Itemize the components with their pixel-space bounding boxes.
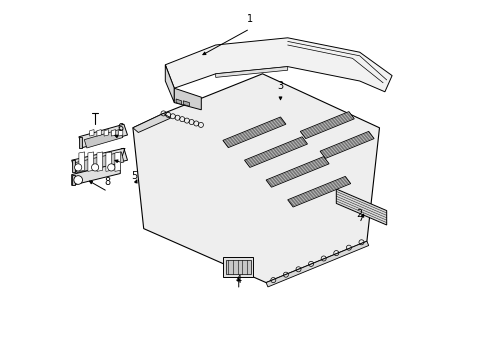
Polygon shape	[111, 130, 115, 136]
Polygon shape	[106, 152, 111, 171]
Polygon shape	[88, 152, 94, 171]
Polygon shape	[79, 137, 82, 148]
Polygon shape	[72, 175, 75, 185]
Polygon shape	[97, 130, 101, 136]
Polygon shape	[300, 112, 354, 139]
Polygon shape	[176, 99, 181, 104]
Polygon shape	[165, 65, 174, 103]
Text: 8: 8	[104, 177, 111, 187]
Polygon shape	[223, 257, 253, 277]
Text: 5: 5	[131, 171, 138, 181]
Text: 2: 2	[356, 209, 362, 219]
Polygon shape	[72, 160, 75, 172]
Polygon shape	[118, 130, 122, 136]
Polygon shape	[244, 137, 307, 167]
Polygon shape	[225, 260, 250, 274]
Polygon shape	[72, 148, 127, 172]
Polygon shape	[336, 189, 386, 225]
Polygon shape	[215, 67, 287, 77]
Polygon shape	[72, 163, 120, 185]
Polygon shape	[79, 152, 84, 171]
Polygon shape	[320, 131, 373, 158]
Polygon shape	[75, 152, 123, 173]
Polygon shape	[265, 157, 328, 187]
Polygon shape	[165, 38, 391, 92]
Text: 7: 7	[119, 148, 125, 158]
Polygon shape	[133, 74, 379, 283]
Polygon shape	[183, 101, 189, 106]
Polygon shape	[79, 124, 127, 148]
Polygon shape	[104, 130, 108, 136]
Text: 6: 6	[117, 123, 123, 133]
Polygon shape	[174, 88, 201, 110]
Polygon shape	[84, 129, 122, 148]
Polygon shape	[223, 117, 285, 148]
Polygon shape	[89, 130, 94, 136]
Text: 4: 4	[235, 275, 241, 285]
Circle shape	[75, 164, 81, 171]
Circle shape	[74, 176, 82, 184]
Circle shape	[107, 164, 115, 171]
Text: 1: 1	[246, 14, 252, 24]
Text: 3: 3	[277, 81, 283, 91]
Polygon shape	[97, 152, 102, 171]
Circle shape	[91, 164, 99, 171]
Polygon shape	[115, 152, 121, 171]
Polygon shape	[287, 176, 350, 207]
Polygon shape	[133, 113, 170, 132]
Polygon shape	[265, 241, 368, 287]
